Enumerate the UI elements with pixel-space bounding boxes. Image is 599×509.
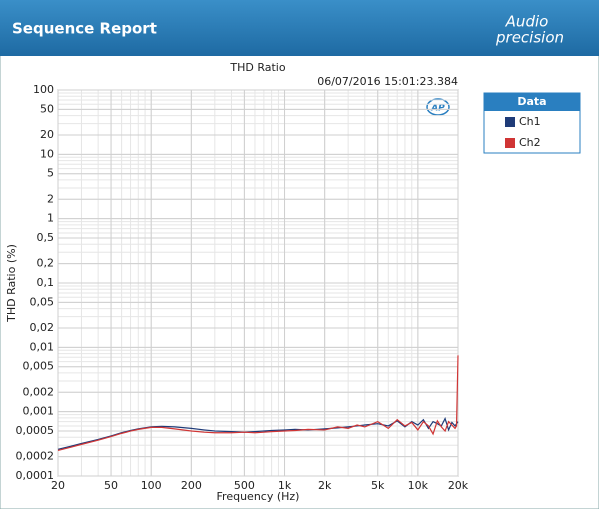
legend-swatch — [505, 117, 515, 127]
y-tick-label: 1 — [47, 212, 54, 225]
y-tick-label: 0,001 — [23, 405, 55, 418]
y-tick-label: 2 — [47, 192, 54, 205]
x-axis-label: Frequency (Hz) — [217, 490, 300, 503]
y-tick-label: 0,02 — [30, 321, 55, 334]
x-tick-label: 5k — [371, 479, 385, 492]
y-tick-label: 0,0005 — [16, 424, 55, 437]
plot — [57, 89, 459, 477]
x-tick-label: 20 — [51, 479, 65, 492]
series-line — [57, 355, 459, 451]
y-tick-label: 20 — [40, 128, 54, 141]
y-tick-label: 0,2 — [37, 257, 55, 270]
legend-title: Data — [517, 95, 546, 108]
legend-header — [484, 93, 580, 111]
logo-top: Audio — [505, 13, 549, 31]
x-tick-label: 200 — [181, 479, 202, 492]
y-tick-label: 100 — [33, 83, 54, 96]
x-tick-label: 50 — [104, 479, 118, 492]
plot-logo: AP — [430, 104, 445, 114]
legend-swatch — [505, 138, 515, 148]
x-tick-label: 10k — [408, 479, 429, 492]
y-tick-label: 0,01 — [30, 340, 55, 353]
y-tick-label: 0,005 — [23, 360, 55, 373]
y-tick-label: 0,0001 — [16, 469, 55, 482]
legend-label: Ch2 — [519, 136, 541, 149]
x-tick-label: 20k — [448, 479, 469, 492]
legend-label: Ch1 — [519, 115, 541, 128]
y-tick-label: 0,0002 — [16, 450, 55, 463]
y-tick-label: 0,5 — [37, 231, 55, 244]
chart-title: THD Ratio — [229, 61, 285, 74]
y-tick-label: 5 — [47, 167, 54, 180]
x-tick-label: 2k — [318, 479, 332, 492]
x-tick-label: 1k — [278, 479, 292, 492]
logo-bottom: precision — [495, 29, 564, 47]
plot-logo-ring — [426, 98, 450, 116]
y-tick-label: 50 — [40, 102, 54, 115]
header-bar — [0, 0, 599, 56]
x-tick-label: 500 — [234, 479, 255, 492]
y-tick-label: 0,002 — [23, 385, 55, 398]
y-tick-label: 10 — [40, 147, 54, 160]
header-title: Sequence Report — [12, 20, 157, 38]
y-tick-label: 0,1 — [37, 276, 55, 289]
y-tick-label: 0,05 — [30, 295, 55, 308]
y-axis-label: THD Ratio (%) — [5, 244, 18, 323]
timestamp: 06/07/2016 15:01:23.384 — [317, 75, 458, 88]
x-tick-label: 100 — [141, 479, 162, 492]
